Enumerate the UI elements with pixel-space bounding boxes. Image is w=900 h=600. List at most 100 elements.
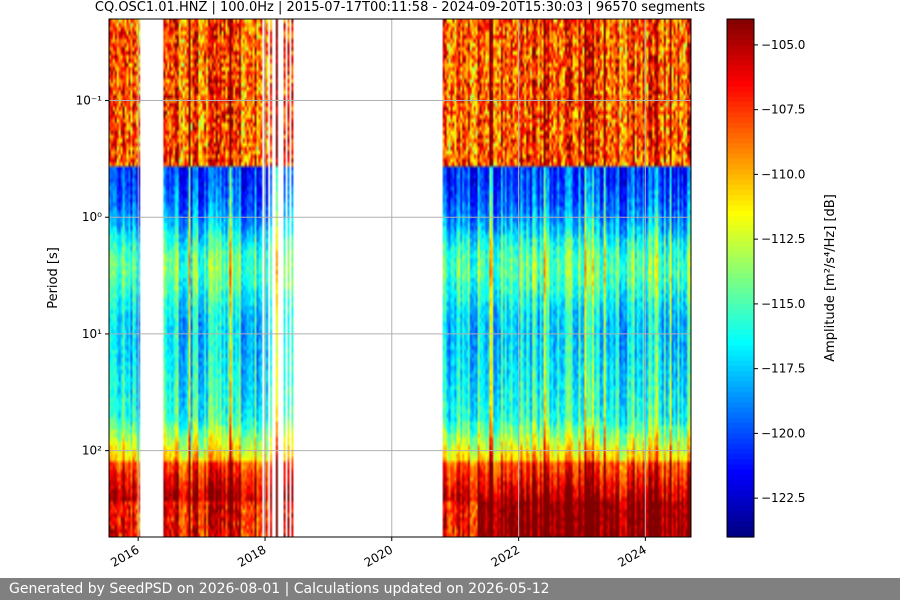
colorbar-swatch <box>727 511 754 517</box>
colorbar-tick-label: −122.5 <box>761 491 805 505</box>
colorbar-swatch <box>727 210 754 217</box>
y-axis: 10⁻¹ 10⁰ 10¹ 10² <box>76 94 109 458</box>
colorbar-swatch <box>727 324 754 331</box>
colorbar-swatch <box>727 505 754 512</box>
colorbar-swatch <box>727 96 754 103</box>
colorbar-swatch <box>727 464 754 471</box>
colorbar-swatch <box>727 101 754 108</box>
colorbar-swatch <box>727 19 754 25</box>
colorbar-swatch <box>727 127 754 134</box>
colorbar-swatch <box>727 179 754 186</box>
y-tick-label: 10⁻¹ <box>76 94 103 108</box>
colorbar-swatch <box>727 236 754 243</box>
colorbar-swatch <box>727 433 754 440</box>
colorbar-swatch <box>727 132 754 139</box>
colorbar-swatch <box>727 107 754 113</box>
colorbar-swatch <box>727 226 754 232</box>
x-tick-label: 2024 <box>615 542 648 569</box>
colorbar-swatch <box>727 262 754 269</box>
colorbar-swatch <box>727 329 754 336</box>
colorbar-swatch <box>727 303 754 310</box>
colorbar-swatch <box>727 143 754 150</box>
colorbar-swatch <box>727 500 754 507</box>
colorbar-swatch <box>727 391 754 398</box>
colorbar-swatch <box>727 169 754 175</box>
colorbar-swatch <box>727 91 754 98</box>
colorbar-swatch <box>727 278 754 284</box>
colorbar-swatch <box>727 153 754 160</box>
colorbar-swatch <box>727 293 754 300</box>
colorbar-swatch <box>727 60 754 67</box>
colorbar-swatch <box>727 443 754 450</box>
colorbar-swatch <box>727 417 754 424</box>
colorbar-frame <box>726 18 755 538</box>
colorbar-swatch <box>727 55 754 62</box>
colorbar-tick-label: −112.5 <box>761 232 805 246</box>
colorbar-swatch <box>727 454 754 460</box>
colorbar-swatch <box>727 526 754 533</box>
colorbar-swatch <box>727 158 754 165</box>
colorbar-tick-label: −105.0 <box>761 38 805 52</box>
colorbar-swatch <box>727 257 754 264</box>
colorbar-swatch <box>727 39 754 46</box>
colorbar-swatch <box>727 252 754 258</box>
colorbar-swatch <box>727 376 754 383</box>
colorbar-swatch <box>727 164 754 170</box>
colorbar-swatch <box>727 490 754 497</box>
colorbar-swatch <box>727 34 754 41</box>
colorbar-swatch <box>727 215 754 222</box>
colorbar-swatch <box>727 29 754 36</box>
colorbar-swatch <box>727 495 754 502</box>
psd-spectrogram-figure: CQ.OSC1.01.HNZ | 100.0Hz | 2015-07-17T00… <box>46 0 838 570</box>
colorbar-ticks: −105.0 −107.5 −110.0 −112.5 −115.0 −117.5 −120… <box>754 38 805 505</box>
colorbar-swatch <box>727 381 754 388</box>
colorbar-swatch <box>727 117 754 124</box>
colorbar-label: Amplitude [m²/s⁴/Hz] [dB] <box>823 194 838 362</box>
colorbar-swatch <box>727 24 754 30</box>
colorbar-swatch <box>727 189 754 196</box>
y-tick-label: 10² <box>82 444 102 458</box>
colorbar-swatch <box>727 314 754 321</box>
colorbar-swatch <box>727 360 754 367</box>
x-axis: 2016 2018 2020 2022 2024 <box>108 537 649 570</box>
plot-area <box>109 19 691 537</box>
colorbar-swatch <box>727 298 754 305</box>
colorbar-swatch <box>727 283 754 289</box>
colorbar-swatch <box>727 205 754 212</box>
colorbar-swatch <box>727 516 754 523</box>
colorbar-swatch <box>727 334 754 341</box>
colorbar-tick-label: −110.0 <box>761 167 805 181</box>
footer-text: Generated by SeedPSD on 2026-08-01 | Cal… <box>9 581 550 597</box>
colorbar-swatch <box>727 288 754 295</box>
colorbar-swatch <box>727 70 754 77</box>
chart-title: CQ.OSC1.01.HNZ | 100.0Hz | 2015-07-17T00… <box>95 0 705 15</box>
colorbar-swatch <box>727 402 754 409</box>
colorbar-swatch <box>727 246 754 253</box>
y-axis-label: Period [s] <box>46 247 61 309</box>
colorbar-tick-label: −107.5 <box>761 103 805 117</box>
colorbar-swatch <box>727 480 754 486</box>
plot-frame <box>108 18 692 538</box>
colorbar-swatch <box>727 412 754 419</box>
colorbar <box>726 18 755 538</box>
colorbar-tick-label: −117.5 <box>761 362 805 376</box>
x-tick-label: 2022 <box>489 542 522 569</box>
colorbar-swatch <box>727 184 754 191</box>
x-tick-label: 2020 <box>362 542 395 569</box>
colorbar-swatch <box>727 44 754 51</box>
colorbar-swatch <box>727 485 754 491</box>
colorbar-swatch <box>727 448 754 455</box>
colorbar-swatch <box>727 371 754 378</box>
colorbar-swatch <box>727 174 754 181</box>
colorbar-swatch <box>727 521 754 528</box>
colorbar-swatch <box>727 50 754 56</box>
grid-lines <box>109 19 691 537</box>
colorbar-swatch <box>727 319 754 326</box>
colorbar-tick-label: −115.0 <box>761 297 805 311</box>
colorbar-swatch <box>727 350 754 357</box>
colorbar-swatch <box>727 86 754 93</box>
colorbar-swatch <box>727 386 754 393</box>
colorbar-swatch <box>727 407 754 414</box>
colorbar-swatch <box>727 195 754 201</box>
colorbar-swatch <box>727 366 754 372</box>
